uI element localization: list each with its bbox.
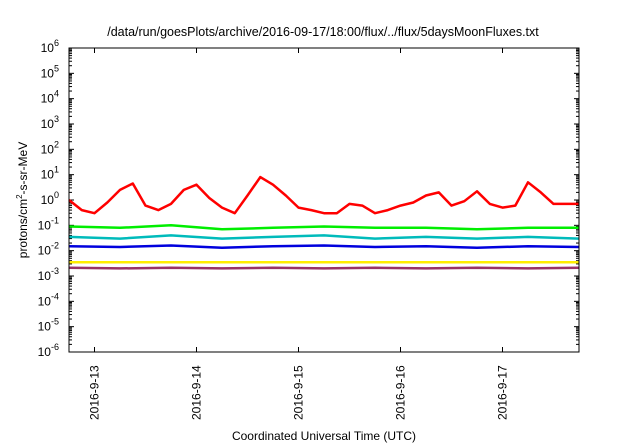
x-tick-label: 2016-9-14 [190, 365, 204, 420]
y-tick-label-exp: 5 [54, 63, 59, 73]
y-tick-label: 102 [41, 139, 59, 156]
y-tick-label-base: 10 [41, 168, 55, 182]
y-tick-label-base: 10 [41, 142, 55, 156]
x-tick-label: 2016-9-17 [496, 365, 510, 420]
y-tick-label-base: 10 [38, 345, 52, 359]
y-tick-label-exp: 6 [54, 38, 59, 48]
y-tick-label-exp: 3 [54, 114, 59, 124]
x-ticks [94, 48, 503, 352]
y-axis-label-base: protons/cm [16, 199, 30, 258]
y-tick-label: 100 [41, 190, 59, 207]
y-tick-labels: 10-610-510-410-310-210-11001011021031041… [38, 38, 59, 359]
y-tick-label-base: 10 [41, 66, 55, 80]
y-tick-label: 10-6 [38, 342, 59, 359]
y-axis-label-rest: -s-sr-MeV [16, 142, 30, 195]
chart-title: /data/run/goesPlots/archive/2016-09-17/1… [107, 25, 539, 39]
plot-frame [68, 47, 580, 353]
y-tick-label-base: 10 [38, 294, 52, 308]
y-tick-label-exp: -1 [51, 215, 59, 225]
y-tick-label-exp: 1 [54, 165, 59, 175]
x-tick-labels: 2016-9-13 2016-9-14 2016-9-15 2016-9-16 2016… [88, 365, 510, 420]
y-tick-label: 103 [41, 114, 59, 131]
y-tick-label-exp: -4 [51, 291, 59, 301]
y-tick-label-exp: -5 [51, 317, 59, 327]
y-tick-label: 101 [41, 165, 59, 182]
y-axis-label-sup: 2 [15, 194, 24, 199]
series-line-4 [68, 244, 580, 250]
y-tick-label: 10-3 [38, 266, 59, 283]
y-tick-label-exp: -2 [51, 241, 59, 251]
series-line-6 [68, 266, 580, 270]
y-tick-label-exp: -3 [51, 266, 59, 276]
series-line-2 [68, 224, 579, 231]
y-tick-label-base: 10 [38, 218, 52, 232]
y-axis-label: protons/cm2-s-sr-MeV [15, 142, 30, 258]
y-tick-label-exp: 0 [54, 190, 59, 200]
y-tick-label-base: 10 [41, 117, 55, 131]
y-tick-label: 10-4 [38, 291, 59, 308]
y-tick-label-base: 10 [38, 320, 52, 334]
y-tick-label-base: 10 [41, 193, 55, 207]
y-ticks [69, 47, 579, 353]
series-line-1 [68, 175, 579, 215]
y-tick-label: 10-1 [38, 215, 59, 232]
y-tick-label-exp: 4 [54, 89, 59, 99]
y-tick-label: 106 [41, 38, 59, 55]
series-line-3 [68, 234, 580, 240]
y-tick-label: 10-5 [38, 317, 59, 334]
y-tick-label-base: 10 [38, 244, 52, 258]
y-tick-label: 105 [41, 63, 59, 80]
y-tick-label-base: 10 [41, 92, 55, 106]
y-tick-label-exp: -6 [51, 342, 59, 352]
x-tick-label: 2016-9-16 [394, 365, 408, 420]
series-lines [68, 175, 580, 270]
y-tick-label-exp: 2 [54, 139, 59, 149]
x-tick-label: 2016-9-13 [88, 365, 102, 420]
y-tick-label-base: 10 [41, 41, 55, 55]
y-tick-label-base: 10 [38, 269, 52, 283]
x-tick-label: 2016-9-15 [292, 365, 306, 420]
y-tick-label: 104 [41, 89, 59, 106]
x-axis-label: Coordinated Universal Time (UTC) [232, 429, 416, 443]
y-tick-label: 10-2 [38, 241, 59, 258]
